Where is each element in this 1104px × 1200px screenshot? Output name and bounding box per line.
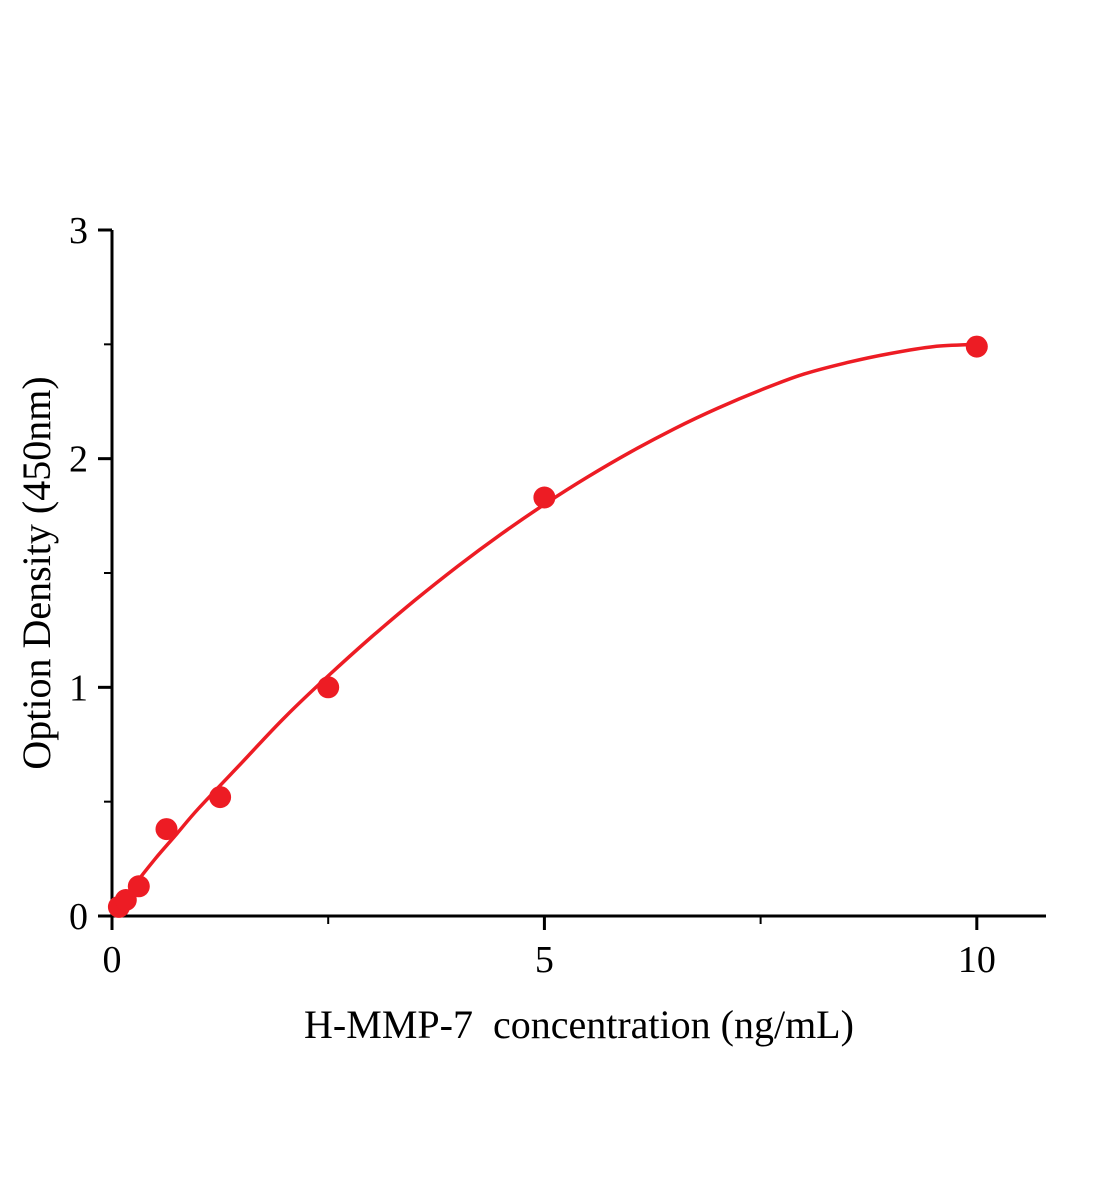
x-axis-title: H-MMP-7 concentration (ng/mL) bbox=[304, 1002, 854, 1047]
data-point bbox=[114, 889, 137, 911]
x-tick-label: 10 bbox=[958, 939, 996, 981]
y-tick-label: 0 bbox=[69, 896, 88, 938]
y-tick-label: 3 bbox=[69, 210, 88, 252]
x-tick-label: 5 bbox=[535, 939, 554, 981]
plot-area: 0 5 10 0 1 2 3 bbox=[69, 210, 1046, 981]
y-tick-label: 1 bbox=[69, 667, 88, 709]
y-tick-label: 2 bbox=[69, 439, 88, 481]
data-point bbox=[533, 486, 556, 509]
data-point bbox=[317, 676, 340, 699]
fit-curve-line bbox=[114, 342, 979, 914]
data-point bbox=[209, 786, 232, 809]
y-axis-title: Option Density (450nm) bbox=[14, 376, 59, 769]
data-point bbox=[155, 818, 178, 841]
x-tick-label: 0 bbox=[103, 939, 122, 981]
data-point bbox=[127, 875, 150, 898]
data-point bbox=[965, 335, 988, 358]
